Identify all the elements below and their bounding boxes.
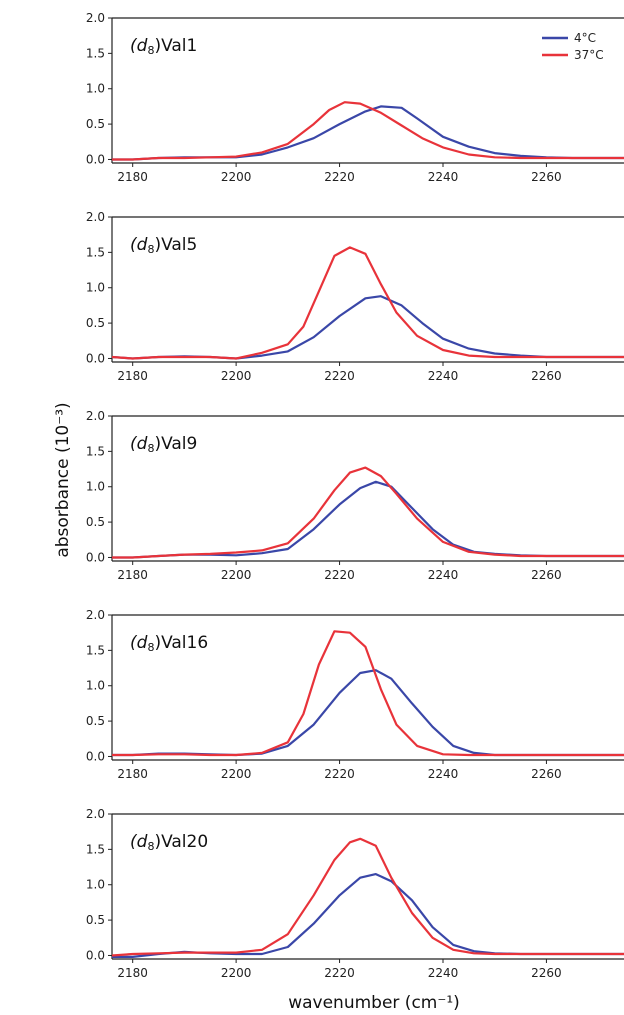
y-tick-label: 1.0 — [86, 878, 105, 892]
x-tick-label: 2180 — [117, 170, 148, 184]
x-tick-label: 2220 — [324, 369, 355, 383]
x-tick-label: 2260 — [531, 767, 562, 781]
series-line-37c — [112, 101, 624, 161]
x-tick-label: 2180 — [117, 767, 148, 781]
x-axis-title: wavenumber (cm⁻¹) — [288, 993, 460, 1013]
x-tick-label: 2180 — [117, 369, 148, 383]
panels: 0.0 0.5 1.0 1.5 2.0 2180 2200 2220 2240 2260 (d8)V… — [86, 11, 624, 980]
panel-label: (d8)Val16 — [130, 633, 208, 654]
panel-label: (d8)Val5 — [130, 235, 197, 256]
series-line-37c — [111, 246, 624, 360]
x-tick-label: 2200 — [221, 369, 252, 383]
y-tick-label: 0.5 — [86, 316, 105, 330]
x-tick-label: 2200 — [221, 767, 252, 781]
y-tick-label: 0.5 — [86, 913, 105, 927]
x-tick-label: 2200 — [221, 568, 252, 582]
y-tick-label: 1.5 — [86, 444, 105, 458]
x-tick-label: 2240 — [428, 369, 459, 383]
panel-label: (d8)Val20 — [130, 832, 208, 853]
x-tick-label: 2180 — [117, 568, 148, 582]
series-line-37c — [112, 630, 624, 757]
y-tick-label: 0.0 — [86, 152, 105, 166]
y-tick-label: 1.5 — [86, 842, 105, 856]
x-tick-label: 2200 — [221, 966, 252, 980]
x-tick-label: 2220 — [324, 170, 355, 184]
y-tick-label: 0.0 — [86, 749, 105, 763]
x-tick-label: 2260 — [531, 170, 562, 184]
y-tick-label: 0.0 — [86, 351, 105, 365]
y-tick-label: 0.5 — [86, 117, 105, 131]
legend: 4°C 37°C — [542, 31, 604, 62]
series-line-4c — [112, 105, 624, 161]
panel-label: (d8)Val1 — [130, 36, 197, 57]
series-line-4c — [111, 295, 624, 360]
x-tick-label: 2220 — [324, 767, 355, 781]
panel-4: 0.0 0.5 1.0 1.5 2.0 2180 2200 2220 2240 2260 (d8)V… — [86, 608, 624, 781]
x-tick-label: 2260 — [531, 568, 562, 582]
x-tick-label: 2200 — [221, 170, 252, 184]
y-tick-label: 2.0 — [86, 11, 105, 25]
x-tick-label: 2240 — [428, 170, 459, 184]
x-tick-label: 2240 — [428, 568, 459, 582]
y-tick-label: 2.0 — [86, 807, 105, 821]
y-tick-label: 1.0 — [86, 679, 105, 693]
y-tick-label: 2.0 — [86, 608, 105, 622]
x-tick-label: 2260 — [531, 966, 562, 980]
series-line-37c — [112, 466, 624, 559]
x-tick-label: 2220 — [324, 966, 355, 980]
legend-label-4c: 4°C — [574, 31, 596, 45]
y-tick-label: 2.0 — [86, 409, 105, 423]
y-tick-label: 0.5 — [86, 515, 105, 529]
panel-2: 0.0 0.5 1.0 1.5 2.0 2180 2200 2220 2240 2260 (d8)V… — [86, 210, 624, 383]
x-tick-label: 2240 — [428, 767, 459, 781]
panel-3: 0.0 0.5 1.0 1.5 2.0 2180 2200 2220 2240 2260 (d8)V… — [86, 409, 624, 582]
legend-label-37c: 37°C — [574, 48, 604, 62]
panel-label: (d8)Val9 — [130, 434, 197, 455]
x-tick-label: 2260 — [531, 369, 562, 383]
y-tick-label: 1.0 — [86, 82, 105, 96]
y-tick-label: 0.5 — [86, 714, 105, 728]
panel-5: 0.0 0.5 1.0 1.5 2.0 2180 2200 2220 2240 2260 (d8)V… — [86, 807, 624, 980]
y-tick-label: 2.0 — [86, 210, 105, 224]
y-tick-label: 0.0 — [86, 550, 105, 564]
y-tick-label: 1.0 — [86, 480, 105, 494]
x-tick-label: 2180 — [117, 966, 148, 980]
y-tick-label: 0.0 — [86, 948, 105, 962]
series-line-4c — [112, 480, 624, 559]
series-line-4c — [112, 873, 624, 958]
y-tick-label: 1.5 — [86, 245, 105, 259]
y-tick-label: 1.5 — [86, 46, 105, 60]
panel-1: 0.0 0.5 1.0 1.5 2.0 2180 2200 2220 2240 2260 (d8)V… — [86, 11, 624, 184]
x-tick-label: 2220 — [324, 568, 355, 582]
y-axis-title: absorbance (10⁻³) — [53, 402, 73, 557]
series-line-37c — [111, 837, 624, 957]
y-tick-label: 1.0 — [86, 281, 105, 295]
x-tick-label: 2240 — [428, 966, 459, 980]
y-tick-label: 1.5 — [86, 643, 105, 657]
series-line-4c — [112, 669, 624, 757]
